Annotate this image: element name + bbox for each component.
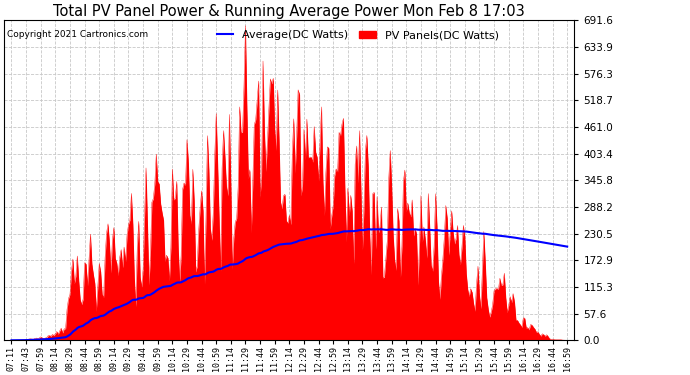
- Legend: Average(DC Watts), PV Panels(DC Watts): Average(DC Watts), PV Panels(DC Watts): [212, 26, 504, 45]
- Text: Copyright 2021 Cartronics.com: Copyright 2021 Cartronics.com: [7, 30, 148, 39]
- Title: Total PV Panel Power & Running Average Power Mon Feb 8 17:03: Total PV Panel Power & Running Average P…: [53, 4, 525, 19]
